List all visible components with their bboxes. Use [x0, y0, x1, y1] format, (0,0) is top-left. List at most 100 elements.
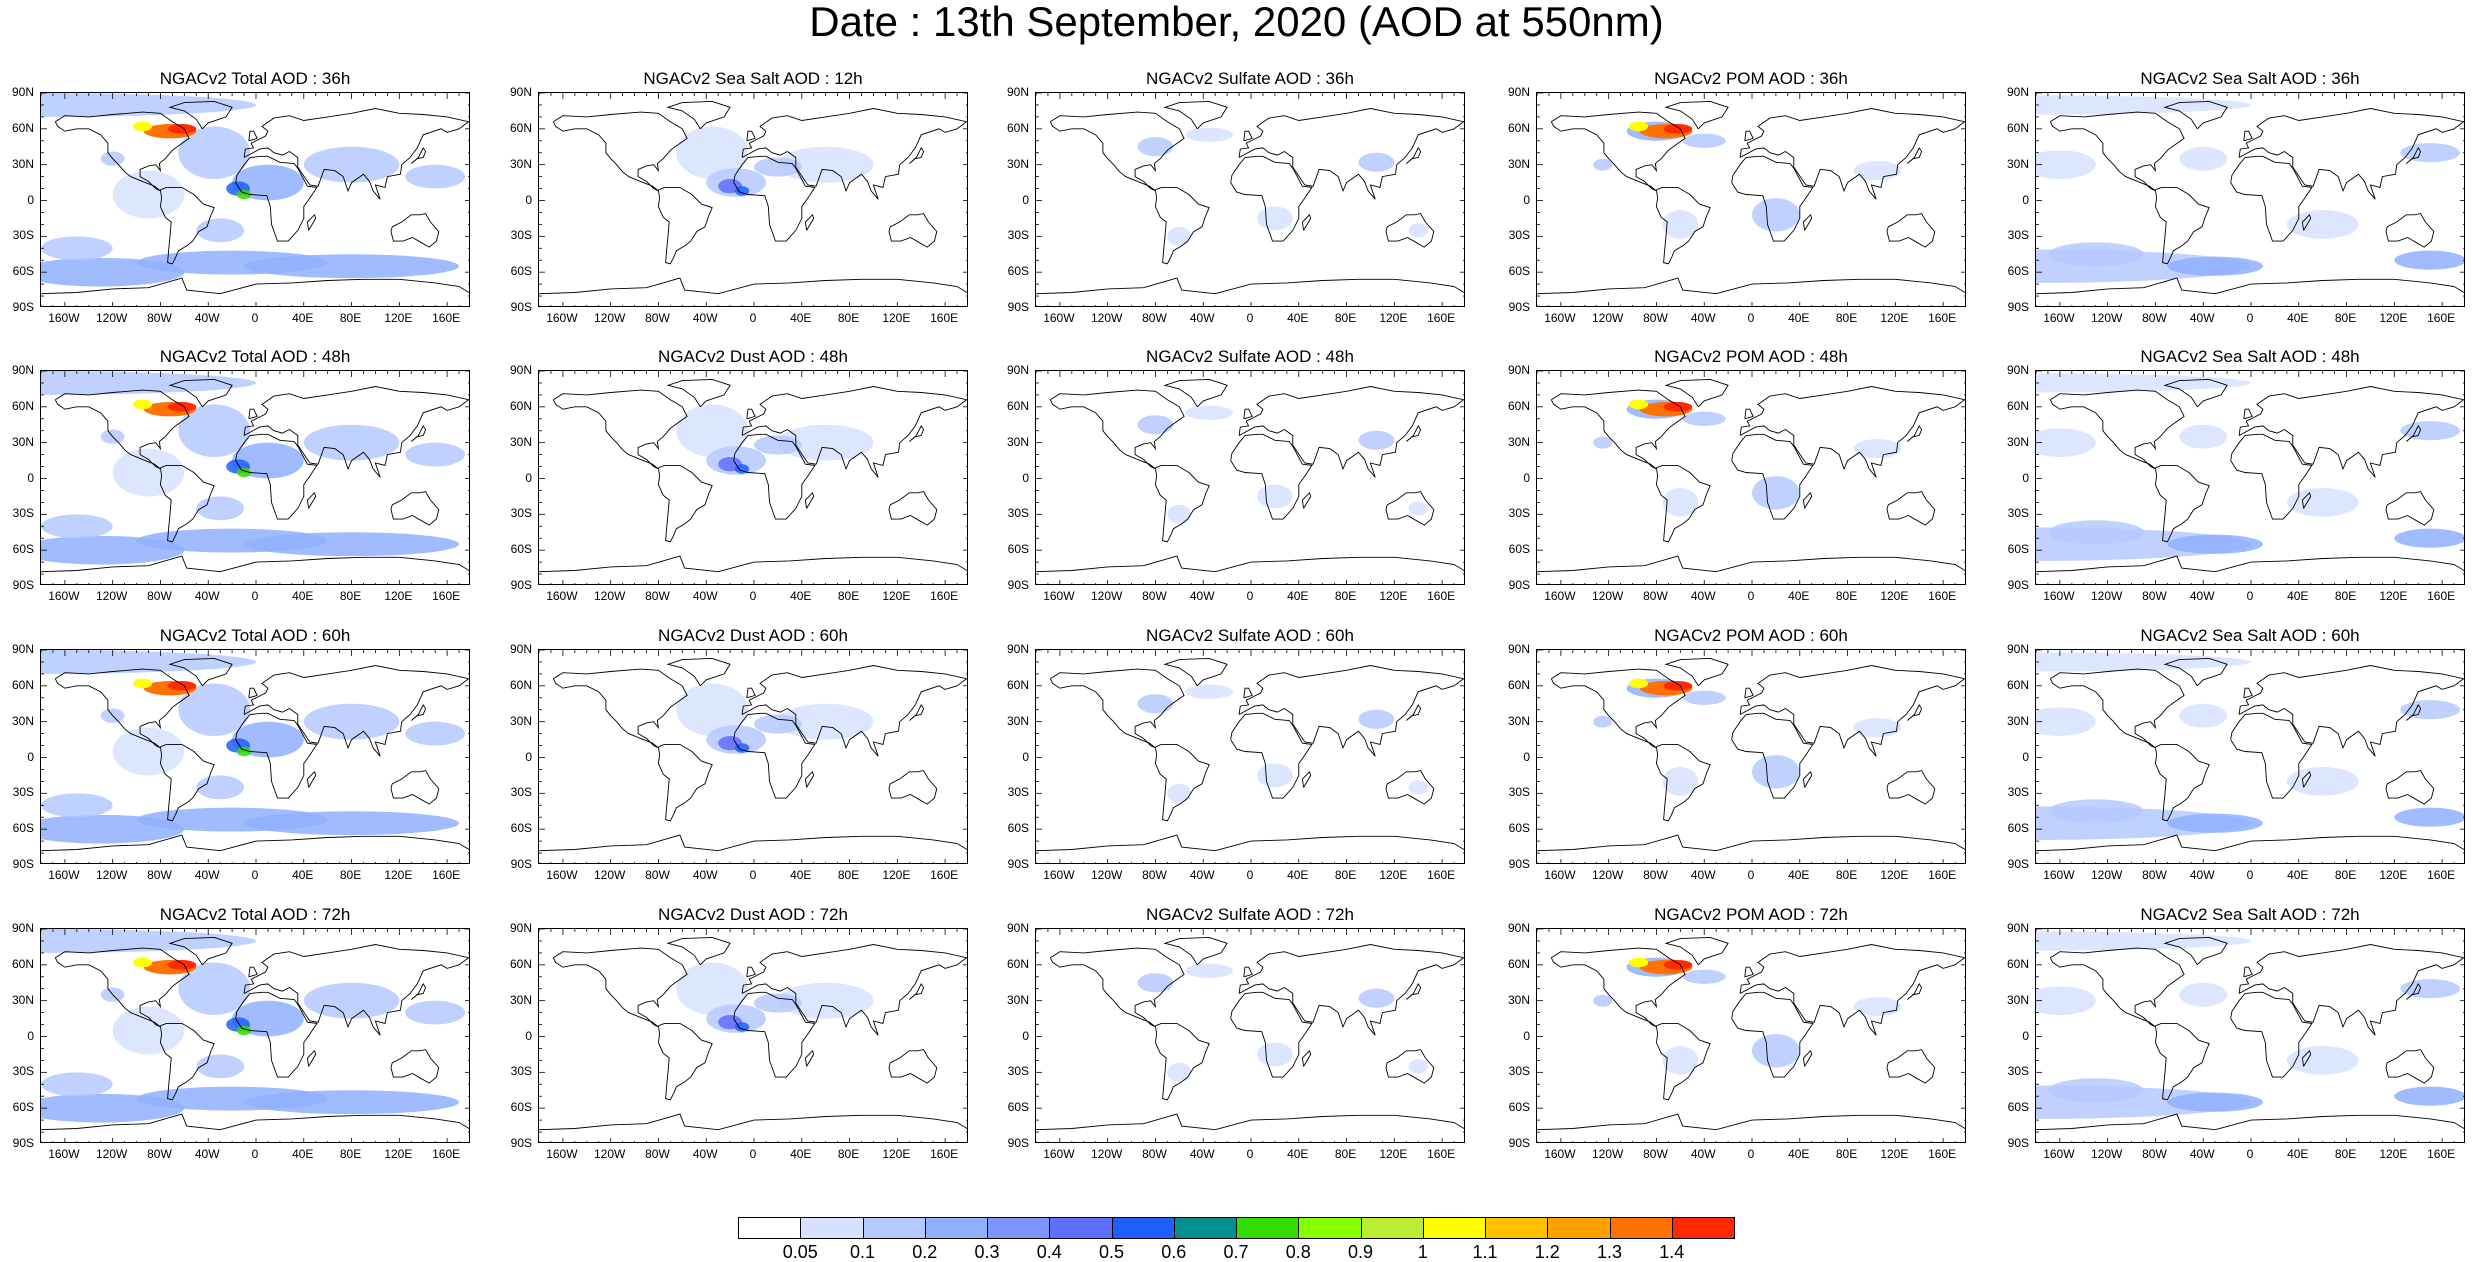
latitude-label: 90S [1508, 300, 1530, 314]
map-panel: NGACv2 Sulfate AOD : 36h 90N 60N 30N 0 30S 60S… [1007, 69, 1465, 324]
coastline [666, 936, 731, 966]
longitude-label: 120W [2090, 589, 2123, 603]
latitude-label: 90N [11, 85, 34, 99]
coastline [1886, 213, 1936, 248]
map-panel: NGACv2 Dust AOD : 72h 90N 60N 30N 0 30S 60S 90S… [510, 905, 968, 1160]
latitude-label: 30S [1007, 1064, 1029, 1079]
coastline [168, 100, 233, 130]
longitude-label: 160W [48, 311, 80, 325]
aerosol-field [196, 1054, 245, 1079]
coastline [666, 378, 731, 408]
coastline [243, 386, 469, 478]
coastline [1036, 555, 1464, 573]
map-panel: NGACv2 POM AOD : 60h 90N 60N 30N 0 30S 60S 90S 1… [1508, 626, 1966, 881]
longitude-label: 160W [48, 589, 80, 603]
map-panel: NGACv2 Dust AOD : 48h 90N 60N 30N 0 30S 60S 90S… [510, 347, 968, 602]
map-panel: NGACv2 Total AOD : 36h 90N 60N 30N 0 30S 60S 90… [12, 69, 470, 324]
longitude-label: 160E [432, 868, 461, 882]
coastline [2385, 213, 2435, 248]
colorbar-cell [1360, 1217, 1424, 1239]
latitude-label: 30N [1006, 434, 1029, 449]
aerosol-field [2179, 982, 2228, 1007]
aerosol-field [754, 714, 802, 734]
latitude-label: 90N [11, 642, 34, 656]
world-map [40, 370, 470, 585]
coastline [54, 668, 190, 749]
latitude-label: 30S [2007, 1064, 2029, 1079]
coastline [1036, 834, 1464, 852]
coastline [306, 213, 317, 231]
longitude-label: 80E [2334, 589, 2357, 603]
aerosol-field [2047, 520, 2144, 545]
longitude-label: 40E [292, 1147, 314, 1161]
aerosol-field [303, 146, 400, 183]
longitude-label: 120E [882, 1147, 911, 1161]
aerosol-field [1593, 715, 1613, 728]
coastline [2301, 213, 2312, 231]
world-map [2035, 92, 2465, 307]
coastline [1886, 491, 1936, 526]
world-map [1536, 92, 1966, 307]
coastline [159, 743, 215, 822]
longitude-label: 120E [1379, 868, 1408, 882]
coastline [41, 555, 469, 573]
latitude-label: 60S [2007, 264, 2029, 279]
coastline [909, 704, 925, 721]
coastline [909, 147, 925, 164]
coastline [552, 389, 688, 470]
latitude-label: 30S [510, 228, 532, 243]
coastline [1886, 1049, 1936, 1084]
coastline [1907, 704, 1923, 721]
world-map [1536, 370, 1966, 585]
aerosol-field [754, 157, 802, 177]
coastline [2154, 464, 2210, 543]
longitude-label: 120E [882, 589, 911, 603]
longitude-label: 160E [1427, 311, 1456, 325]
coastline [746, 408, 756, 420]
latitude-label: 60N [11, 120, 34, 135]
coastline [1230, 155, 1313, 242]
aerosol-field [405, 442, 466, 467]
aerosol-field [2047, 242, 2144, 267]
colorbar-cell [1422, 1217, 1486, 1239]
latitude-label: 90N [2006, 642, 2029, 656]
longitude-label: 120E [384, 1147, 413, 1161]
panel-title: NGACv2 POM AOD : 36h [1654, 69, 1848, 88]
latitude-label: 0 [1523, 1028, 1530, 1043]
colorbar-cell [1111, 1217, 1175, 1239]
longitude-label: 160E [930, 589, 959, 603]
aerosol-field [1185, 684, 1234, 699]
aerosol-field [676, 683, 749, 736]
figure-title: Date : 13th September, 2020 (AOD at 550n… [809, 0, 1664, 45]
aerosol-field [1593, 436, 1613, 449]
latitude-label: 90S [12, 300, 34, 314]
longitude-label: 40W [194, 311, 220, 325]
map-svg [1537, 371, 1965, 584]
longitude-label: 80W [2142, 589, 2167, 603]
longitude-label: 40W [692, 868, 718, 882]
aerosol-field [2179, 424, 2228, 449]
coastline [1907, 983, 1923, 1000]
latitude-label: 0 [2022, 749, 2029, 764]
latitude-label: 30N [1006, 156, 1029, 171]
latitude-label: 30S [510, 1064, 532, 1079]
coastline [1802, 491, 1813, 509]
longitude-label: 40W [2189, 311, 2215, 325]
longitude-label: 120E [2379, 868, 2408, 882]
map-svg [539, 929, 967, 1142]
colorbar-cell [862, 1217, 926, 1239]
aerosol-field [178, 683, 251, 736]
longitude-label: 120E [1379, 1147, 1408, 1161]
aerosol-field [405, 164, 466, 189]
coastline [657, 464, 713, 543]
longitude-label: 120E [1880, 589, 1909, 603]
latitude-label: 60S [1508, 1100, 1530, 1115]
latitude-label: 90N [1006, 85, 1029, 99]
colorbar-cell [1298, 1217, 1362, 1239]
longitude-label: 80W [645, 589, 670, 603]
latitude-label: 60N [509, 398, 532, 413]
latitude-label: 30N [1507, 156, 1530, 171]
latitude-label: 60N [1006, 677, 1029, 692]
coastline [1802, 213, 1813, 231]
coastline [1230, 712, 1313, 799]
